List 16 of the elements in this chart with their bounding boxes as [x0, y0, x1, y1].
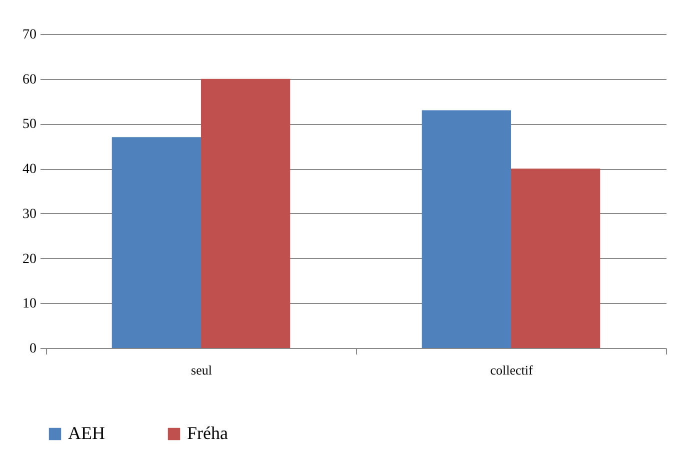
y-tick-label: 70 [22, 28, 36, 42]
y-tick-label: 40 [22, 162, 36, 178]
legend-label: Fréha [187, 423, 228, 443]
x-tick-label: collectif [490, 362, 534, 378]
bar [422, 110, 511, 348]
bar [201, 78, 290, 348]
y-tick-label: 50 [22, 117, 36, 132]
y-tick-label: 60 [22, 72, 36, 88]
y-tick-label: 0 [30, 342, 36, 356]
legend-label: AEH [68, 423, 105, 443]
y-tick-label: 20 [22, 252, 36, 267]
bar [511, 168, 600, 348]
y-tick-label: 30 [22, 206, 36, 222]
x-tick-label: seul [191, 362, 212, 378]
y-tick-label: 10 [22, 296, 36, 312]
bar [112, 137, 201, 348]
